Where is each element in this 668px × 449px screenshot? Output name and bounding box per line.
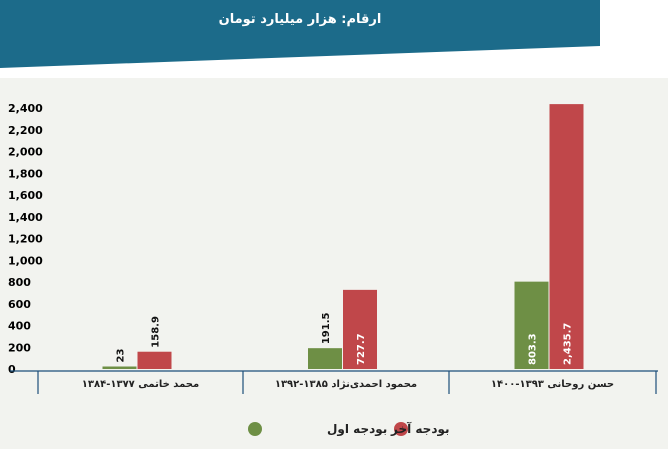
y-axis-ticks: 2,400 2,200 2,000 1,800 1,600 1,400 1,200 1,000… — [8, 102, 43, 376]
title-banner — [0, 0, 600, 68]
y-tick-label: 600 — [8, 298, 31, 311]
y-tick-label: 400 — [8, 320, 31, 333]
x-axis-dividers — [37, 371, 657, 394]
value-label-last-budget: 727.7 — [356, 333, 367, 365]
y-tick-label: 2,200 — [8, 124, 43, 137]
legend-label-first-budget: بودجه اول — [327, 422, 387, 437]
y-tick-label: 1,400 — [8, 211, 43, 224]
bar-last-budget — [549, 104, 584, 370]
value-label-last-budget: 158.9 — [151, 316, 162, 348]
legend-marker-first-budget — [248, 422, 262, 436]
bars-group — [102, 104, 584, 370]
bar-last-budget — [343, 289, 377, 369]
x-category-label: حسن روحانی ۱۳۹۳-۱۴۰۰ — [491, 379, 614, 390]
bar-first-budget — [308, 348, 342, 369]
x-category-label: محمود احمدی‌نژاد ۱۳۸۵-۱۳۹۲ — [275, 379, 417, 390]
x-category-label: محمد خاتمی ۱۳۷۷-۱۳۸۴ — [82, 379, 199, 390]
bar-first-budget — [514, 281, 549, 369]
legend-label-last-budget: بودجه آخر — [390, 421, 450, 437]
value-label-first-budget: 803.3 — [528, 333, 539, 365]
bar-first-budget — [102, 366, 137, 369]
value-label-last-budget: 2,435.7 — [563, 323, 574, 365]
legend: بودجه آخر بودجه اول — [248, 421, 450, 437]
y-tick-label: 1,000 — [8, 254, 43, 267]
y-tick-label: 1,600 — [8, 189, 43, 202]
data-labels: 23 158.9 191.5 727.7 803.3 2,435.7 — [116, 313, 574, 365]
legend-marker-last-budget — [394, 422, 408, 436]
y-tick-label: 2,000 — [8, 146, 43, 159]
value-label-first-budget: 191.5 — [321, 313, 332, 345]
y-tick-label: 1,200 — [8, 233, 43, 246]
y-tick-label: 0 — [8, 363, 16, 376]
bar-last-budget — [137, 351, 172, 369]
value-label-first-budget: 23 — [116, 349, 127, 363]
y-tick-label: 200 — [8, 341, 31, 354]
y-tick-label: 800 — [8, 276, 31, 289]
y-tick-label: 2,400 — [8, 102, 43, 115]
chart-title: ارقام: هزار میلیارد تومان — [219, 12, 382, 27]
y-tick-label: 1,800 — [8, 167, 43, 180]
x-axis-labels: محمد خاتمی ۱۳۷۷-۱۳۸۴ محمود احمدی‌نژاد ۱۳۸… — [82, 379, 614, 390]
